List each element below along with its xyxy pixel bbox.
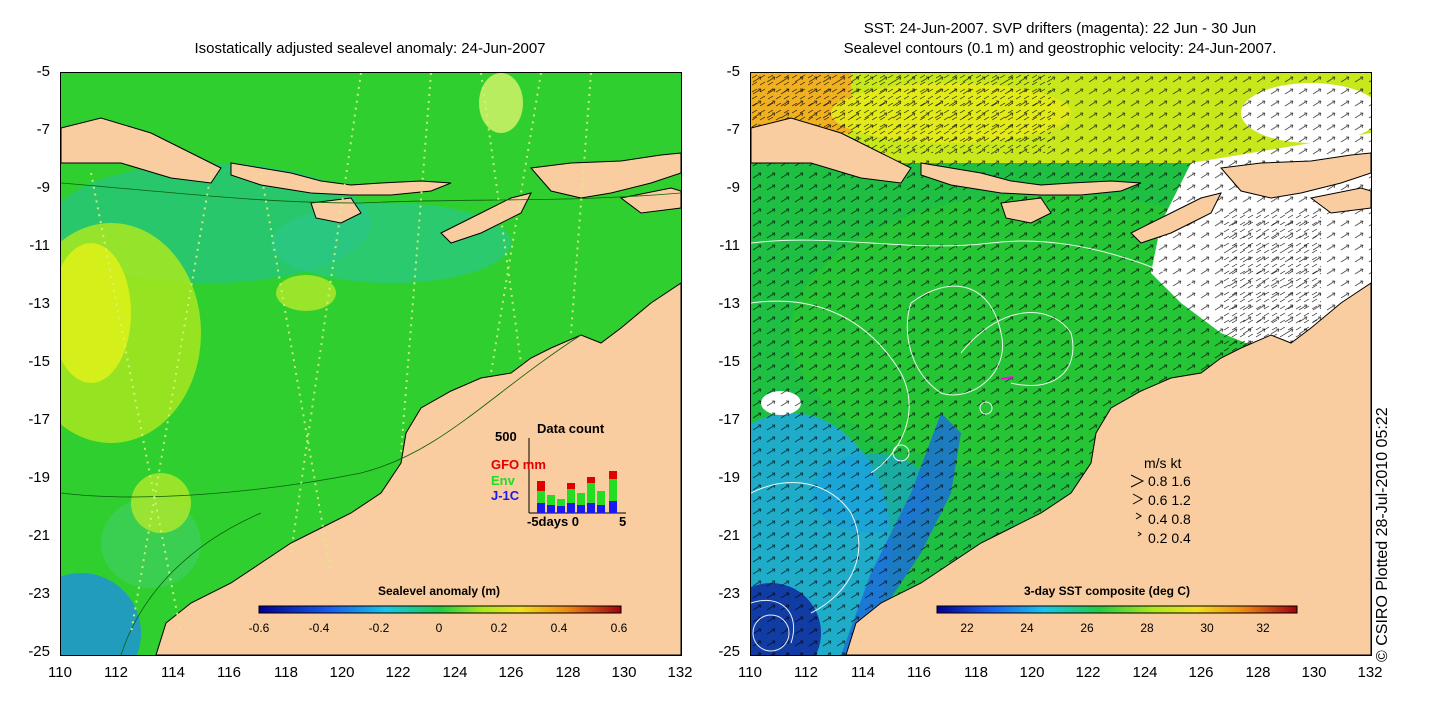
left-x-tick: 110 <box>48 664 72 681</box>
velocity-legend-row: 0.8 1.6 <box>1148 473 1191 489</box>
velocity-legend-row: 0.4 0.8 <box>1148 511 1191 527</box>
sealevel-colorbar-label: Sealevel anomaly (m) <box>377 584 501 598</box>
right-x-tick: 126 <box>1188 664 1214 681</box>
right-y-tick: -9 <box>726 179 740 196</box>
left-x-tick: 122 <box>385 664 411 681</box>
data-count-series-gfo: GFO mm <box>491 457 546 472</box>
velocity-legend-row: 0.6 1.2 <box>1148 492 1191 508</box>
left-y-tick: -23 <box>28 585 50 602</box>
data-count-series-env: Env <box>491 473 515 488</box>
left-x-tick: 128 <box>555 664 581 681</box>
right-y-tick: -23 <box>718 585 740 602</box>
data-count-chart <box>528 438 626 514</box>
sst-colorbar-tick: 30 <box>1200 621 1214 635</box>
right-x-tick: 114 <box>851 664 875 681</box>
right-y-tick: -15 <box>718 353 740 370</box>
right-y-tick: -5 <box>726 63 740 80</box>
right-y-tick: -25 <box>718 643 740 660</box>
left-x-tick: 120 <box>329 664 355 681</box>
left-y-tick: -9 <box>36 179 50 196</box>
sealevel-colorbar-tick: -0.2 <box>368 621 390 635</box>
sst-colorbar-tick: 26 <box>1080 621 1094 635</box>
velocity-legend-row: 0.2 0.4 <box>1148 530 1191 546</box>
left-x-tick: 126 <box>498 664 524 681</box>
right-y-tick: -17 <box>718 411 740 428</box>
data-count-series-j1c: J-1C <box>491 488 520 503</box>
right-x-tick: 112 <box>794 664 818 681</box>
sealevel-colorbar-tick: -0.6 <box>248 621 270 635</box>
sealevel-colorbar <box>258 605 622 614</box>
left-x-tick: 132 <box>667 664 693 681</box>
right-x-tick: 124 <box>1132 664 1158 681</box>
left-y-tick: -19 <box>28 469 50 486</box>
sst-colorbar-tick: 24 <box>1020 621 1034 635</box>
sst-map <box>751 73 1371 655</box>
velocity-legend-arrows <box>1130 474 1145 537</box>
sst-colorbar-tick: 32 <box>1256 621 1270 635</box>
right-y-tick: -19 <box>718 469 740 486</box>
data-count-xend: 5 <box>619 514 627 529</box>
sealevel-colorbar-tick: 0.2 <box>490 621 508 635</box>
left-y-tick: -17 <box>28 411 50 428</box>
right-map-title-line1: SST: 24-Jun-2007. SVP drifters (magenta)… <box>863 20 1257 37</box>
sealevel-colorbar-tick: -0.4 <box>308 621 330 635</box>
copyright-notice: © CSIRO Plotted 28-Jul-2010 05:22 <box>1374 407 1391 662</box>
right-x-tick: 118 <box>964 664 988 681</box>
left-y-tick: -25 <box>28 643 50 660</box>
data-count-ymax: 500 <box>495 429 517 444</box>
right-y-tick: -11 <box>719 237 740 254</box>
sst-colorbar <box>936 605 1298 614</box>
right-x-tick: 130 <box>1301 664 1327 681</box>
sealevel-colorbar-tick: 0 <box>435 621 443 635</box>
right-x-tick: 132 <box>1357 664 1383 681</box>
sealevel-colorbar-tick: 0.6 <box>610 621 628 635</box>
right-x-tick: 116 <box>907 664 931 681</box>
left-y-tick: -15 <box>28 353 50 370</box>
left-x-tick: 124 <box>442 664 468 681</box>
right-x-tick: 122 <box>1075 664 1101 681</box>
sst-colorbar-tick: 22 <box>960 621 974 635</box>
right-map-panel: 3-day SST composite (deg C) 22 24 26 28 … <box>750 72 1372 656</box>
right-y-tick: -13 <box>718 295 740 312</box>
right-y-tick: -7 <box>726 121 740 138</box>
left-x-tick: 130 <box>611 664 637 681</box>
right-map-title-line2: Sealevel contours (0.1 m) and geostrophi… <box>843 40 1277 57</box>
right-x-tick: 128 <box>1245 664 1271 681</box>
left-x-tick: 116 <box>217 664 241 681</box>
right-x-tick: 110 <box>738 664 762 681</box>
right-y-tick: -21 <box>718 527 740 544</box>
data-count-xlabel: -5days 0 <box>527 514 580 529</box>
left-y-tick: -5 <box>36 63 50 80</box>
sealevel-colorbar-tick: 0.4 <box>550 621 568 635</box>
left-y-tick: -21 <box>28 527 50 544</box>
data-count-title: Data count <box>537 421 605 436</box>
left-map-panel: Sealevel anomaly (m) -0.6 -0.4 -0.2 0 0.… <box>60 72 682 656</box>
left-map-title: Isostatically adjusted sealevel anomaly:… <box>194 40 546 57</box>
left-y-tick: -13 <box>28 295 50 312</box>
left-x-tick: 114 <box>161 664 185 681</box>
velocity-legend-header: m/s kt <box>1144 455 1182 471</box>
right-x-tick: 120 <box>1019 664 1045 681</box>
sst-colorbar-label: 3-day SST composite (deg C) <box>1023 584 1191 598</box>
left-y-tick: -7 <box>36 121 50 138</box>
sst-colorbar-tick: 28 <box>1140 621 1154 635</box>
left-y-tick: -11 <box>29 237 50 254</box>
left-x-tick: 118 <box>274 664 298 681</box>
left-x-tick: 112 <box>104 664 128 681</box>
sealevel-anomaly-map <box>61 73 681 655</box>
